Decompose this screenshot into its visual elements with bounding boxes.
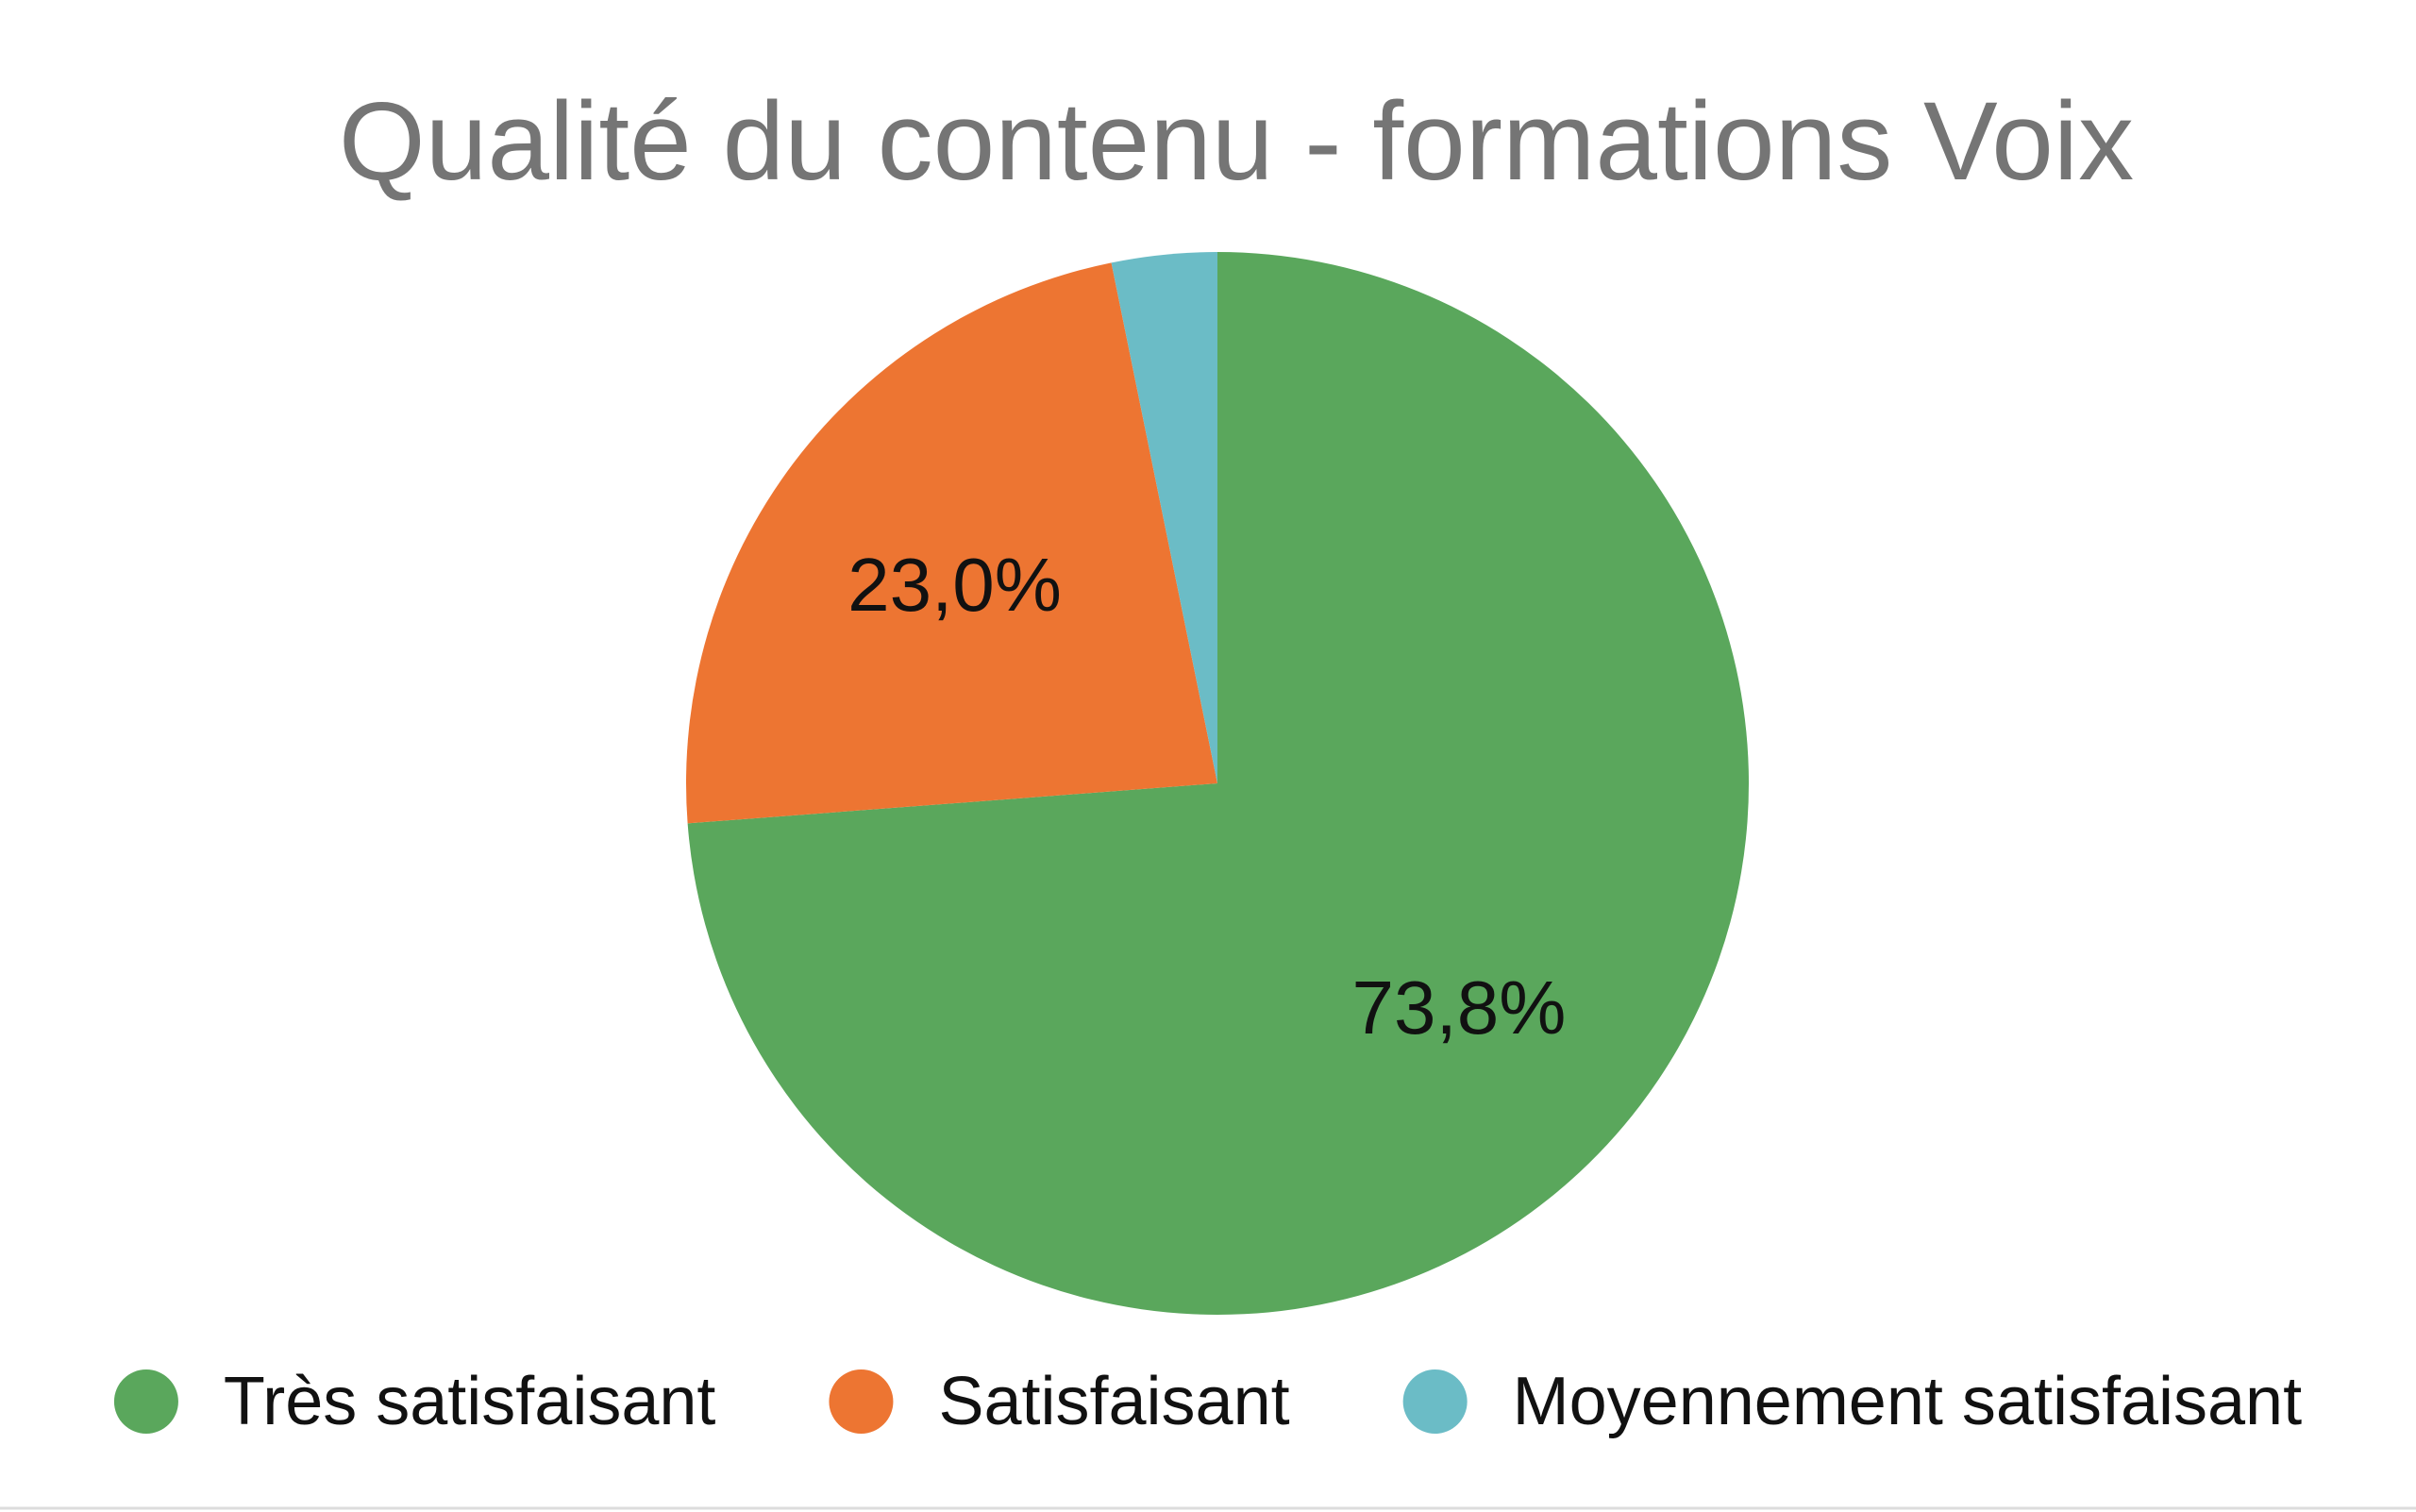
- legend-swatch: [829, 1369, 894, 1434]
- legend-item-moyennement-satisfaisant: Moyennement satisfaisant: [1402, 1364, 2302, 1439]
- legend-swatch: [113, 1369, 178, 1434]
- legend-label: Très satisfaisant: [224, 1364, 716, 1439]
- legend: Très satisfaisant Satisfaisant Moyennement…: [113, 1364, 2302, 1439]
- pie-slice-tres-satisfaisant: [687, 252, 1749, 1315]
- pie-slices: [686, 252, 1749, 1315]
- legend-label: Satisfaisant: [938, 1364, 1289, 1439]
- chart-title: Qualité du contenu - formations Voix: [339, 79, 2134, 204]
- slice-label-tres-satisfaisant: 73,8%: [1352, 966, 1567, 1050]
- legend-label: Moyennement satisfaisant: [1513, 1364, 2302, 1439]
- legend-item-satisfaisant: Satisfaisant: [829, 1364, 1290, 1439]
- legend-swatch: [1402, 1369, 1468, 1434]
- pie-slice-satisfaisant: [686, 262, 1217, 824]
- legend-item-tres-satisfaisant: Très satisfaisant: [113, 1364, 716, 1439]
- slice-label-satisfaisant: 23,0%: [847, 543, 1062, 627]
- pie-slice-moyennement-satisfaisant: [1111, 252, 1217, 783]
- pie-slice-labels: 73,8% 23,0%: [847, 543, 1566, 1050]
